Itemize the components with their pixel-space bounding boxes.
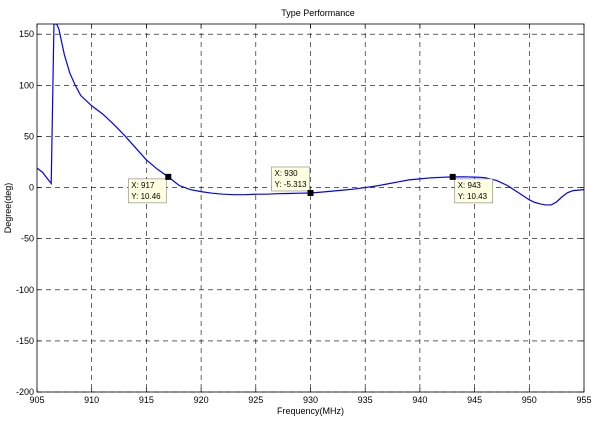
- datatip-x-text: X: 943: [458, 181, 482, 190]
- datatip-box: [127, 178, 167, 204]
- y-axis-label: Degree(deg): [3, 183, 13, 234]
- x-tick-label: 920: [194, 395, 209, 405]
- datatip[interactable]: X: 943 Y: 10.43: [449, 173, 494, 204]
- y-tick-label: 0: [29, 183, 34, 193]
- y-tick-label: -50: [21, 234, 34, 244]
- series-line: [37, 24, 584, 206]
- datatip-box: [271, 166, 310, 192]
- chart-title: Type Performance: [281, 8, 355, 18]
- y-axis-ticks: -200 -150 -100 -50 0 50 100 150: [16, 29, 584, 397]
- series-layer: [37, 24, 584, 206]
- datatip-x-text: X: 917: [131, 181, 155, 190]
- x-axis-ticks: 905 910 915 920 925 930 935 940 945 950 955: [29, 24, 592, 405]
- x-tick-label: 950: [522, 395, 537, 405]
- x-tick-label: 940: [412, 395, 427, 405]
- datatip-marker[interactable]: [307, 189, 314, 196]
- grid-lines: [37, 24, 584, 393]
- y-tick-label: 50: [24, 131, 34, 141]
- y-tick-label: 100: [19, 80, 34, 90]
- datatip-y-text: Y: 10.43: [458, 192, 488, 201]
- datatips: X: 917 Y: 10.46 X: 930 Y: -5.313 X: 943 Y: 10…: [127, 166, 494, 204]
- y-tick-label: 150: [19, 29, 34, 39]
- datatip[interactable]: X: 917 Y: 10.46: [127, 173, 172, 204]
- x-tick-label: 925: [248, 395, 263, 405]
- x-tick-label: 915: [139, 395, 154, 405]
- y-tick-label: -200: [16, 387, 34, 397]
- x-tick-label: 945: [467, 395, 482, 405]
- x-tick-label: 935: [358, 395, 373, 405]
- datatip[interactable]: X: 930 Y: -5.313: [271, 166, 314, 196]
- x-tick-label: 905: [29, 395, 44, 405]
- datatip-box: [454, 178, 494, 204]
- datatip-marker[interactable]: [165, 173, 172, 180]
- datatip-marker[interactable]: [449, 173, 456, 180]
- x-tick-label: 930: [303, 395, 318, 405]
- y-tick-label: -100: [16, 285, 34, 295]
- x-tick-label: 955: [576, 395, 591, 405]
- x-axis-label: Frequency(MHz): [277, 406, 344, 416]
- datatip-y-text: Y: -5.313: [275, 180, 308, 189]
- y-tick-label: -150: [16, 336, 34, 346]
- datatip-y-text: Y: 10.46: [131, 192, 161, 201]
- x-tick-label: 910: [84, 395, 99, 405]
- datatip-x-text: X: 930: [275, 169, 299, 178]
